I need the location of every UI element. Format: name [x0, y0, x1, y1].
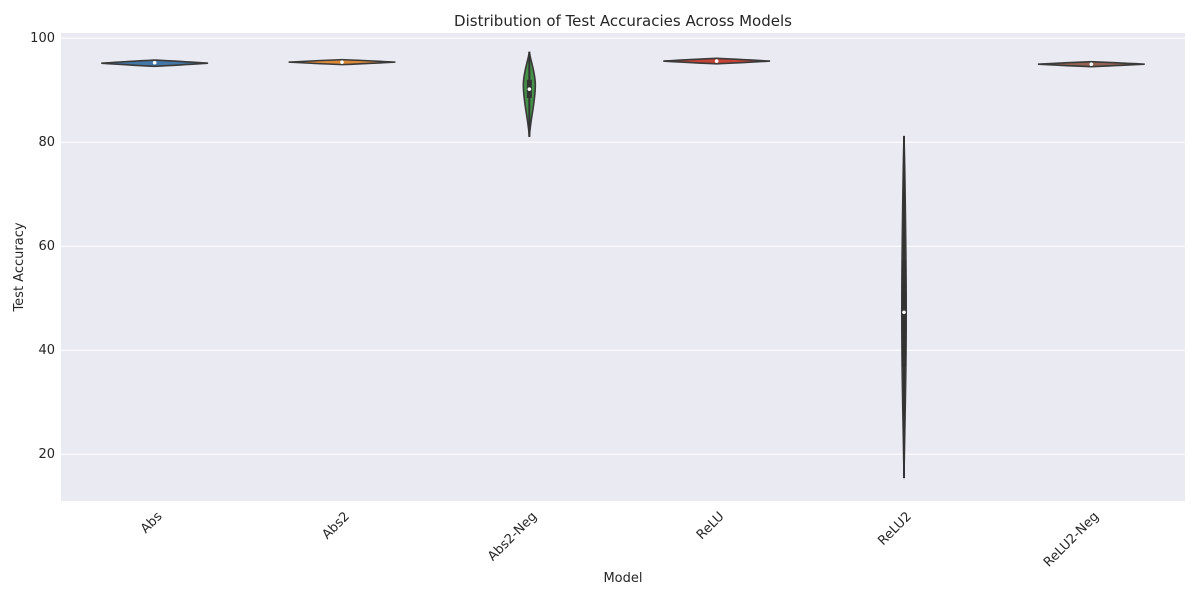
median-marker [714, 59, 719, 63]
y-ticks: 20 40 60 80 100 [30, 31, 55, 462]
median-marker [527, 87, 532, 91]
violin-abs2-neg [522, 51, 537, 138]
x-tick-label: Abs2 [319, 509, 352, 542]
violins [101, 51, 1145, 479]
y-tick-label: 80 [38, 135, 55, 150]
median-marker [340, 60, 344, 64]
violin-abs2 [288, 58, 396, 66]
x-ticks: Abs Abs2 Abs2-Neg ReLU ReLU2 ReLU2-Neg [138, 509, 1102, 570]
x-axis-label: Model [603, 571, 642, 586]
y-tick-label: 40 [38, 343, 55, 358]
violin-relu [663, 57, 771, 65]
plot-area [61, 33, 1185, 501]
x-tick-label: ReLU2-Neg [1041, 509, 1102, 570]
median-marker [1089, 62, 1094, 66]
y-tick-label: 20 [38, 447, 55, 462]
y-axis-label: Test Accuracy [12, 222, 27, 312]
x-tick-label: ReLU [694, 509, 728, 543]
violin-relu2 [900, 135, 908, 479]
median-marker [902, 310, 906, 315]
y-tick-label: 60 [38, 239, 55, 254]
x-tick-label: Abs2-Neg [485, 509, 540, 564]
violin-relu2-neg [1037, 60, 1145, 68]
y-tick-label: 100 [30, 31, 55, 46]
chart-title: Distribution of Test Accuracies Across M… [454, 12, 792, 30]
grid-lines [61, 37, 1185, 455]
x-tick-label: Abs [138, 509, 166, 537]
violin-abs [101, 59, 209, 68]
x-tick-label: ReLU2 [875, 509, 914, 548]
median-marker [152, 60, 157, 65]
